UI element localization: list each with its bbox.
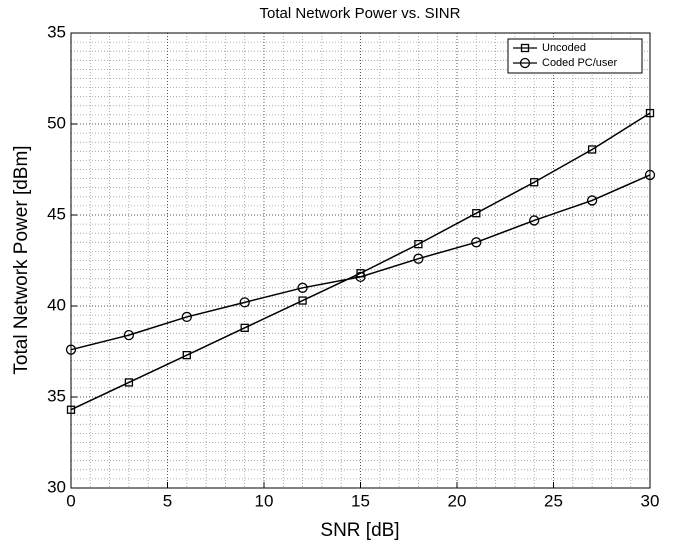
- x-tick-label: 5: [163, 491, 172, 510]
- y-tick-label: 45: [47, 204, 66, 223]
- data-point: [123, 329, 135, 341]
- data-point: [414, 239, 423, 249]
- y-tick-label: 35: [47, 22, 66, 41]
- legend-label: Coded PC/user: [542, 57, 618, 69]
- x-tick-label: 10: [255, 491, 274, 510]
- data-point: [644, 169, 656, 181]
- legend-box: [507, 38, 643, 74]
- data-point: [182, 350, 191, 360]
- legend-marker: [519, 57, 531, 69]
- data-point: [587, 145, 597, 154]
- x-tick-label: 30: [641, 491, 660, 510]
- series-line: [70, 112, 651, 411]
- chart-title: Total Network Power vs. SINR: [260, 5, 461, 22]
- data-point: [586, 195, 598, 206]
- series-line: [70, 174, 651, 351]
- x-tick-label: 25: [544, 491, 563, 510]
- data-point: [355, 271, 366, 283]
- y-tick-label: 40: [47, 295, 66, 314]
- data-point: [181, 311, 192, 323]
- x-tick-label: 0: [66, 491, 75, 510]
- y-tick-label: 35: [47, 386, 66, 405]
- data-point: [65, 344, 77, 355]
- y-tick-label: 30: [47, 477, 66, 496]
- data-point: [471, 237, 482, 248]
- y-tick-label: 50: [47, 113, 66, 132]
- plot-frame: [70, 32, 651, 489]
- data-point: [66, 405, 76, 414]
- data-point: [124, 378, 134, 387]
- data-point: [530, 178, 539, 187]
- legend-label: Uncoded: [542, 42, 586, 54]
- data-point: [645, 108, 655, 118]
- data-point: [239, 297, 250, 308]
- data-point: [529, 215, 540, 226]
- y-axis-label: Total Network Power [dBm]: [11, 145, 32, 374]
- data-point: [472, 209, 481, 218]
- legend-marker: [520, 43, 530, 53]
- x-tick-label: 20: [448, 491, 467, 510]
- data-point: [297, 282, 308, 293]
- data-point: [298, 296, 307, 305]
- data-point: [413, 253, 424, 264]
- x-axis-label: SNR [dB]: [320, 520, 399, 541]
- x-tick-label: 15: [351, 491, 370, 510]
- data-point: [240, 323, 249, 332]
